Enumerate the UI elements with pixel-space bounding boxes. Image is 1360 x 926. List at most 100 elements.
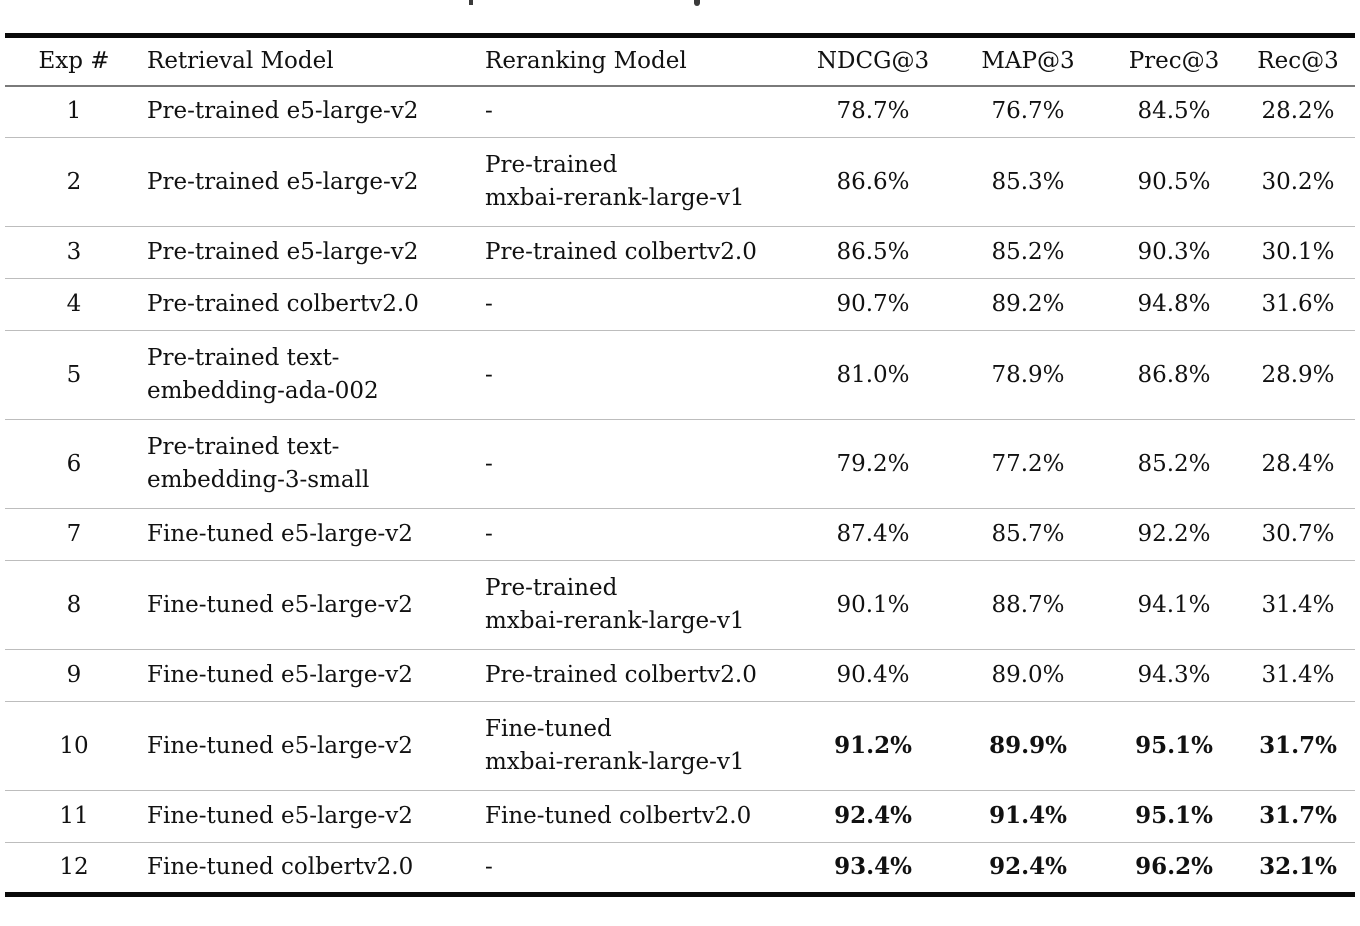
- experiment-results-table: Exp # Retrieval Model Reranking Model ND…: [5, 33, 1355, 897]
- table-row: 9 Fine-tuned e5-large-v2 Pre-trained col…: [5, 649, 1355, 702]
- table-row: 8 Fine-tuned e5-large-v2 Pre-trained mxba…: [5, 560, 1355, 650]
- reranking-model-cell: Pre-trained mxbai-rerank-large-v1: [485, 152, 745, 211]
- col-header-prec: Prec@3: [1128, 48, 1220, 75]
- map-cell: 91.4%: [989, 802, 1067, 830]
- retrieval-model-cell: Fine-tuned e5-large-v2: [147, 803, 413, 830]
- ndcg-cell: 86.6%: [836, 168, 910, 195]
- table-row: 2 Pre-trained e5-large-v2 Pre-trained mxb…: [5, 137, 1355, 227]
- ndcg-cell: 86.5%: [836, 239, 910, 266]
- col-header-ndcg: NDCG@3: [816, 48, 930, 75]
- retrieval-model-cell: Pre-trained e5-large-v2: [147, 239, 419, 266]
- retrieval-model-cell: Fine-tuned e5-large-v2: [147, 662, 413, 689]
- ndcg-cell: 91.2%: [834, 731, 912, 759]
- retrieval-model-cell: Pre-trained text-embedding-ada-002: [147, 345, 379, 404]
- prec-cell: 95.1%: [1135, 731, 1213, 759]
- map-cell: 85.7%: [991, 521, 1065, 548]
- col-header-exp: Exp #: [38, 48, 110, 75]
- exp-number-cell: 10: [59, 732, 89, 759]
- exp-number-cell: 11: [59, 803, 89, 830]
- exp-number-cell: 2: [66, 168, 82, 195]
- col-header-rec: Rec@3: [1257, 48, 1339, 75]
- table-row: 6 Pre-trained text-embedding-3-small - 7…: [5, 419, 1355, 509]
- rec-cell: 30.1%: [1261, 239, 1335, 266]
- prec-cell: 94.3%: [1137, 662, 1211, 689]
- reranking-model-cell: Fine-tuned colbertv2.0: [485, 803, 752, 830]
- prec-cell: 85.2%: [1137, 450, 1211, 477]
- rec-cell: 30.7%: [1261, 521, 1335, 548]
- map-cell: 89.9%: [989, 731, 1067, 759]
- table-body: 1 Pre-trained e5-large-v2 - 78.7% 76.7% …: [5, 86, 1355, 895]
- rec-cell: 31.4%: [1261, 591, 1335, 618]
- exp-number-cell: 8: [66, 591, 82, 618]
- reranking-model-cell: -: [485, 291, 493, 318]
- caption-descender-fragment: [694, 0, 700, 6]
- rec-cell: 32.1%: [1259, 853, 1337, 881]
- ndcg-cell: 81.0%: [836, 361, 910, 388]
- exp-number-cell: 5: [66, 361, 82, 388]
- rec-cell: 30.2%: [1261, 168, 1335, 195]
- col-header-retrieval: Retrieval Model: [147, 48, 334, 75]
- exp-number-cell: 7: [66, 521, 82, 548]
- retrieval-model-cell: Fine-tuned e5-large-v2: [147, 521, 413, 548]
- retrieval-model-cell: Fine-tuned e5-large-v2: [147, 732, 413, 759]
- rec-cell: 31.4%: [1261, 662, 1335, 689]
- table-header: Exp # Retrieval Model Reranking Model ND…: [5, 36, 1355, 86]
- map-cell: 78.9%: [991, 361, 1065, 388]
- table-row: 3 Pre-trained e5-large-v2 Pre-trained co…: [5, 226, 1355, 279]
- ndcg-cell: 87.4%: [836, 521, 910, 548]
- rec-cell: 28.9%: [1261, 361, 1335, 388]
- reranking-model-cell: Pre-trained mxbai-rerank-large-v1: [485, 575, 745, 634]
- retrieval-model-cell: Pre-trained e5-large-v2: [147, 168, 419, 195]
- prec-cell: 95.1%: [1135, 802, 1213, 830]
- table-row: 10 Fine-tuned e5-large-v2 Fine-tuned mxba…: [5, 701, 1355, 791]
- prec-cell: 86.8%: [1137, 361, 1211, 388]
- retrieval-model-cell: Fine-tuned colbertv2.0: [147, 854, 414, 881]
- exp-number-cell: 6: [66, 450, 82, 477]
- col-header-reranking: Reranking Model: [485, 48, 687, 75]
- rec-cell: 28.4%: [1261, 450, 1335, 477]
- prec-cell: 94.8%: [1137, 291, 1211, 318]
- reranking-model-cell: -: [485, 361, 493, 388]
- exp-number-cell: 3: [66, 239, 82, 266]
- ndcg-cell: 78.7%: [836, 98, 910, 125]
- exp-number-cell: 12: [59, 854, 89, 881]
- retrieval-model-cell: Fine-tuned e5-large-v2: [147, 591, 413, 618]
- caption-descender-fragment: [469, 0, 473, 5]
- exp-number-cell: 1: [66, 98, 82, 125]
- table-row: 12 Fine-tuned colbertv2.0 - 93.4% 92.4% …: [5, 842, 1355, 895]
- table-row: 1 Pre-trained e5-large-v2 - 78.7% 76.7% …: [5, 86, 1355, 138]
- reranking-model-cell: -: [485, 98, 493, 125]
- retrieval-model-cell: Pre-trained colbertv2.0: [147, 291, 419, 318]
- map-cell: 92.4%: [989, 853, 1067, 881]
- table-row: 7 Fine-tuned e5-large-v2 - 87.4% 85.7% 9…: [5, 508, 1355, 561]
- reranking-model-cell: -: [485, 521, 493, 548]
- rec-cell: 31.7%: [1259, 802, 1337, 830]
- header-row: Exp # Retrieval Model Reranking Model ND…: [5, 36, 1355, 86]
- results-table-container: Exp # Retrieval Model Reranking Model ND…: [5, 33, 1355, 897]
- map-cell: 89.0%: [991, 662, 1065, 689]
- prec-cell: 84.5%: [1137, 98, 1211, 125]
- table-row: 5 Pre-trained text-embedding-ada-002 - 8…: [5, 330, 1355, 420]
- map-cell: 85.2%: [991, 239, 1065, 266]
- prec-cell: 92.2%: [1137, 521, 1211, 548]
- reranking-model-cell: Pre-trained colbertv2.0: [485, 662, 757, 689]
- exp-number-cell: 9: [66, 662, 82, 689]
- reranking-model-cell: -: [485, 450, 493, 477]
- map-cell: 89.2%: [991, 291, 1065, 318]
- rec-cell: 31.6%: [1261, 291, 1335, 318]
- map-cell: 88.7%: [991, 591, 1065, 618]
- col-header-map: MAP@3: [981, 48, 1075, 75]
- reranking-model-cell: Fine-tuned mxbai-rerank-large-v1: [485, 716, 745, 775]
- reranking-model-cell: -: [485, 854, 493, 881]
- table-row: 11 Fine-tuned e5-large-v2 Fine-tuned col…: [5, 790, 1355, 843]
- prec-cell: 96.2%: [1135, 853, 1213, 881]
- rec-cell: 31.7%: [1259, 731, 1337, 759]
- prec-cell: 94.1%: [1137, 591, 1211, 618]
- exp-number-cell: 4: [66, 291, 82, 318]
- retrieval-model-cell: Pre-trained e5-large-v2: [147, 98, 419, 125]
- reranking-model-cell: Pre-trained colbertv2.0: [485, 239, 757, 266]
- map-cell: 77.2%: [991, 450, 1065, 477]
- caption-descender-fragments: [0, 0, 1360, 8]
- ndcg-cell: 79.2%: [836, 450, 910, 477]
- map-cell: 85.3%: [991, 168, 1065, 195]
